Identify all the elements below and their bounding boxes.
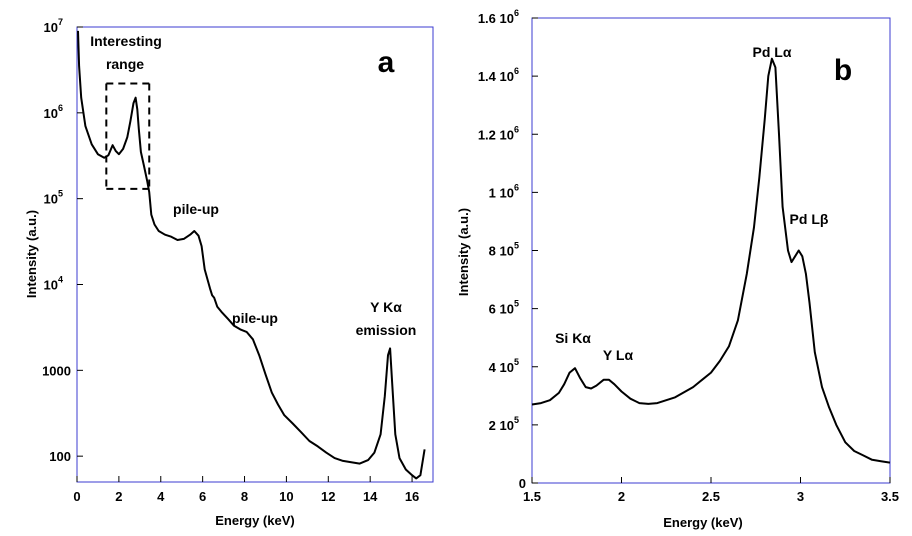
chart-b-xtick-label: 2.5 bbox=[702, 489, 720, 504]
chart-a-ytick-label: 105 bbox=[44, 189, 63, 207]
chart-a-frame bbox=[76, 26, 434, 483]
annotation-y-la: Y Lα bbox=[603, 347, 634, 363]
chart-b-frame bbox=[531, 17, 891, 484]
chart-a-xtick-label: 8 bbox=[241, 489, 248, 504]
interesting-range-box bbox=[105, 82, 151, 190]
chart-a-y-axis: 100 1000 104 105 106 107 bbox=[42, 17, 83, 464]
chart-b: 0 2 105 4 105 6 105 8 105 1 106 1.2 106 1.4 106… bbox=[456, 8, 899, 530]
chart-a-ylabel: Intensity (a.u.) bbox=[24, 210, 39, 298]
annotation-y-ka: Y Kα bbox=[370, 299, 402, 315]
chart-b-ylabel: Intensity (a.u.) bbox=[456, 208, 471, 296]
chart-b-ytick-label: 1.2 106 bbox=[478, 124, 519, 142]
chart-b-y-axis: 0 2 105 4 105 6 105 8 105 1 106 1.2 106 1.4 106… bbox=[478, 8, 538, 491]
chart-a-xtick-label: 16 bbox=[405, 489, 419, 504]
chart-a-x-axis: 0 2 4 6 8 10 12 14 16 bbox=[73, 476, 419, 504]
chart-b-ytick-label: 1.4 106 bbox=[478, 66, 519, 84]
chart-b-ytick-label: 0 bbox=[519, 476, 526, 491]
chart-b-ytick-label: 8 105 bbox=[489, 241, 519, 259]
chart-b-xtick-label: 3.5 bbox=[881, 489, 899, 504]
chart-a-line bbox=[77, 30, 426, 480]
chart-b-xtick-label: 2 bbox=[618, 489, 625, 504]
chart-b-ytick-label: 1 106 bbox=[489, 182, 519, 200]
annotation-pileup-2: pile-up bbox=[232, 310, 278, 326]
chart-a-xtick-label: 2 bbox=[115, 489, 122, 504]
chart-b-ytick-label: 1.6 106 bbox=[478, 8, 519, 26]
chart-a-xlabel: Energy (keV) bbox=[215, 513, 294, 528]
chart-a: 100 1000 104 105 106 107 0 2 4 6 8 10 12 14 16 a Ener… bbox=[24, 17, 434, 528]
chart-b-xlabel: Energy (keV) bbox=[663, 515, 742, 530]
annotation-range: range bbox=[106, 56, 144, 72]
chart-a-ytick-label: 100 bbox=[49, 449, 71, 464]
chart-b-ytick-label: 4 105 bbox=[489, 357, 519, 375]
annotation-si-ka: Si Kα bbox=[555, 330, 591, 346]
chart-b-xtick-label: 1.5 bbox=[523, 489, 541, 504]
annotation-interesting: Interesting bbox=[90, 33, 162, 49]
chart-b-ytick-label: 6 105 bbox=[489, 299, 519, 317]
chart-a-xtick-label: 0 bbox=[73, 489, 80, 504]
chart-a-ytick-label: 104 bbox=[44, 274, 63, 292]
annotation-pileup-1: pile-up bbox=[173, 201, 219, 217]
chart-b-ytick-label: 2 105 bbox=[489, 415, 519, 433]
chart-a-xtick-label: 4 bbox=[157, 489, 165, 504]
chart-a-xtick-label: 12 bbox=[321, 489, 335, 504]
chart-a-series bbox=[77, 30, 426, 480]
chart-a-ytick-label: 106 bbox=[44, 103, 63, 121]
chart-b-line bbox=[531, 57, 891, 464]
chart-a-xtick-label: 14 bbox=[363, 489, 378, 504]
chart-a-xtick-label: 6 bbox=[199, 489, 206, 504]
chart-a-ytick-label: 107 bbox=[44, 17, 63, 35]
annotation-pd-la: Pd Lα bbox=[753, 44, 792, 60]
chart-b-x-axis: 1.5 2 2.5 3 3.5 bbox=[523, 477, 899, 504]
chart-b-panel-label: b bbox=[834, 54, 852, 87]
chart-a-ytick-label: 1000 bbox=[42, 363, 71, 378]
annotation-emission: emission bbox=[356, 322, 417, 338]
chart-b-series bbox=[531, 57, 891, 464]
chart-b-xtick-label: 3 bbox=[797, 489, 804, 504]
chart-a-panel-label: a bbox=[378, 46, 395, 79]
annotation-pd-lb: Pd Lβ bbox=[790, 211, 829, 227]
chart-a-xtick-label: 10 bbox=[279, 489, 293, 504]
